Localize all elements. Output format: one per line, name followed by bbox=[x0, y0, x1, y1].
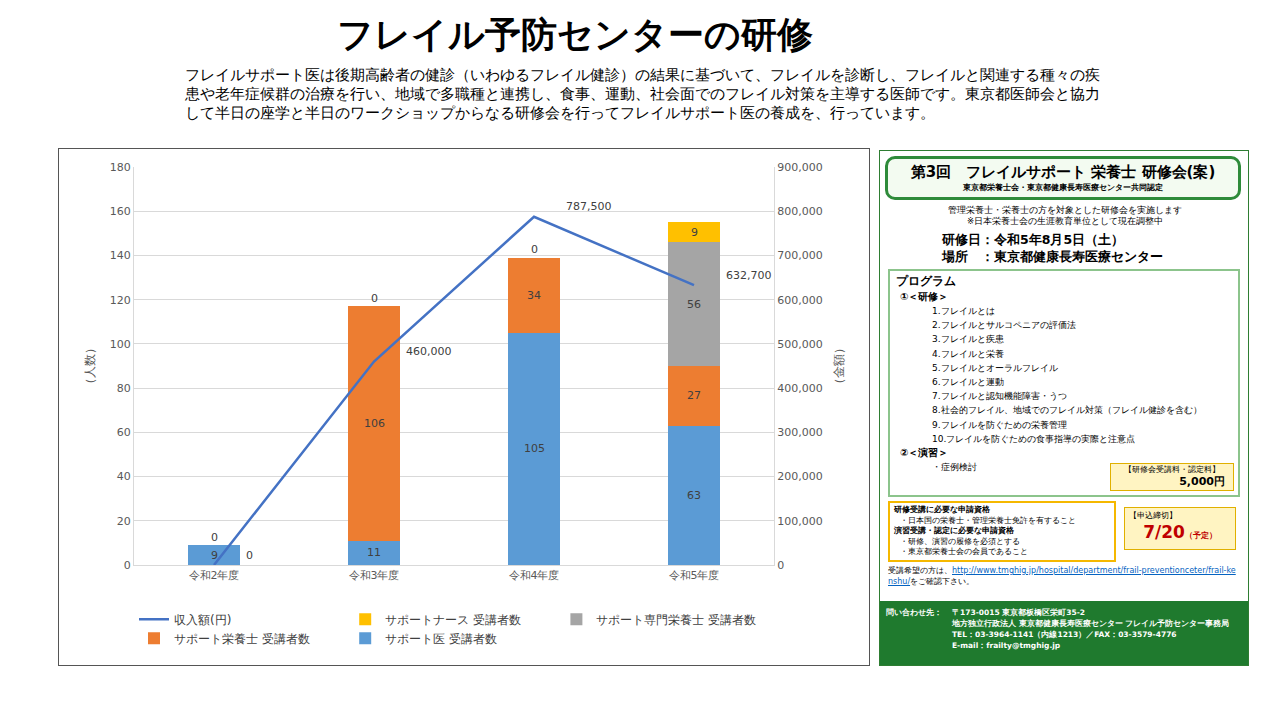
svg-text:600,000: 600,000 bbox=[777, 294, 823, 307]
svg-text:400,000: 400,000 bbox=[777, 382, 823, 395]
svg-text:令和2年度: 令和2年度 bbox=[189, 569, 240, 582]
svg-text:105: 105 bbox=[524, 442, 545, 455]
html-text:問い合わせ先：: 問い合わせ先： bbox=[886, 608, 942, 617]
svg-text:700,000: 700,000 bbox=[777, 249, 823, 262]
html-text:1.フレイルとは: 1.フレイルとは bbox=[932, 306, 995, 316]
svg-text:60: 60 bbox=[117, 426, 131, 439]
html-text:フレイル予防センターの研修: フレイル予防センターの研修 bbox=[337, 14, 813, 55]
svg-text:サポート栄養士 受講者数: サポート栄養士 受講者数 bbox=[174, 632, 310, 646]
svg-text:サポートナース 受講者数: サポートナース 受講者数 bbox=[385, 613, 521, 627]
svg-text:100: 100 bbox=[110, 338, 131, 351]
html-text:②＜演習＞: ②＜演習＞ bbox=[900, 447, 949, 458]
svg-text:（金額）: （金額） bbox=[832, 342, 846, 390]
html-text:7.フレイルと認知機能障害・うつ: 7.フレイルと認知機能障害・うつ bbox=[932, 391, 1067, 402]
html-text:E-mail：frailty@tmghig.jp: E-mail：frailty@tmghig.jp bbox=[952, 641, 1061, 650]
html-text:演習受講・認定に必要な申請資格: 演習受講・認定に必要な申請資格 bbox=[894, 526, 1014, 535]
html-text:※日本栄養士会の生涯教育単位として現在調整中: ※日本栄養士会の生涯教育単位として現在調整中 bbox=[966, 216, 1164, 226]
svg-text:140: 140 bbox=[110, 249, 131, 262]
svg-text:632,700: 632,700 bbox=[726, 269, 772, 282]
html-text:プログラム: プログラム bbox=[896, 274, 956, 288]
svg-text:180: 180 bbox=[110, 161, 131, 174]
html-text:【申込締切】: 【申込締切】 bbox=[1129, 511, 1177, 520]
svg-text:63: 63 bbox=[687, 489, 701, 502]
html-text:研修受講に必要な申請資格: 研修受講に必要な申請資格 bbox=[894, 505, 990, 514]
svg-text:787,500: 787,500 bbox=[566, 200, 612, 213]
html-text:研修日：令和5年8月5日（土）: 研修日：令和5年8月5日（土） bbox=[942, 232, 1125, 247]
svg-text:（人数）: （人数） bbox=[83, 342, 97, 390]
html-text:【研修会受講料・認定料】: 【研修会受講料・認定料】 bbox=[1124, 465, 1220, 474]
svg-text:106: 106 bbox=[364, 417, 385, 430]
svg-text:460,000: 460,000 bbox=[406, 345, 452, 358]
svg-text:80: 80 bbox=[117, 382, 131, 395]
svg-text:9: 9 bbox=[211, 549, 218, 562]
html-text:（予定）: （予定） bbox=[1184, 531, 1217, 540]
html-text:第3回 フレイルサポート 栄養士 研修会(案): 第3回 フレイルサポート 栄養士 研修会(案) bbox=[910, 163, 1216, 181]
html-text:受講希望の方は、http://www.tmghig.jp/h: 受講希望の方は、http://www.tmghig.jp/hospital/de… bbox=[888, 566, 1236, 586]
html-text:フレイルサポート医は後期高齢者の健診（いわゆるフレイル健診）: フレイルサポート医は後期高齢者の健診（いわゆるフレイル健診）の結果に基づいて、フ… bbox=[185, 66, 1100, 122]
html-text:場所 ：東京都健康長寿医療センター: 場所 ：東京都健康長寿医療センター bbox=[942, 249, 1163, 264]
svg-text:0: 0 bbox=[777, 559, 784, 572]
svg-text:34: 34 bbox=[527, 289, 541, 302]
html-text:・日本国の栄養士・管理栄養士免許を有すること: ・日本国の栄養士・管理栄養士免許を有すること bbox=[900, 515, 1076, 525]
svg-text:令和4年度: 令和4年度 bbox=[509, 569, 560, 582]
html-text:10.フレイルを防ぐための食事指導の実際と注意点: 10.フレイルを防ぐための食事指導の実際と注意点 bbox=[932, 433, 1136, 444]
html-text:5,000円: 5,000円 bbox=[1179, 475, 1225, 488]
svg-text:56: 56 bbox=[687, 298, 701, 311]
svg-text:160: 160 bbox=[110, 205, 131, 218]
html-text:3.フレイルと疾患: 3.フレイルと疾患 bbox=[932, 334, 1004, 345]
svg-text:0: 0 bbox=[211, 531, 218, 544]
html-text:東京都栄養士会・東京都健康長寿医療センター共同認定: 東京都栄養士会・東京都健康長寿医療センター共同認定 bbox=[963, 183, 1163, 192]
html-text:4.フレイルと栄養: 4.フレイルと栄養 bbox=[932, 348, 1004, 359]
svg-text:900,000: 900,000 bbox=[777, 161, 823, 174]
html-text:・研修、演習の履修を必須とする: ・研修、演習の履修を必須とする bbox=[900, 536, 1020, 546]
svg-text:9: 9 bbox=[691, 226, 698, 239]
svg-text:200,000: 200,000 bbox=[777, 470, 823, 483]
svg-text:11: 11 bbox=[367, 546, 381, 559]
svg-text:300,000: 300,000 bbox=[777, 426, 823, 439]
html-text:9.フレイルを防ぐための栄養管理: 9.フレイルを防ぐための栄養管理 bbox=[932, 419, 1067, 430]
svg-text:40: 40 bbox=[117, 470, 131, 483]
svg-text:0: 0 bbox=[531, 243, 538, 256]
svg-text:27: 27 bbox=[687, 389, 701, 402]
svg-text:令和5年度: 令和5年度 bbox=[669, 569, 720, 582]
html-text:6.フレイルと運動: 6.フレイルと運動 bbox=[932, 377, 1004, 387]
html-text:2.フレイルとサルコペニアの評価法: 2.フレイルとサルコペニアの評価法 bbox=[932, 320, 1076, 331]
svg-text:500,000: 500,000 bbox=[777, 338, 823, 351]
svg-text:0: 0 bbox=[246, 549, 253, 562]
html-text:8.社会的フレイル、地域でのフレイル対策（フレイル健診を含む: 8.社会的フレイル、地域でのフレイル対策（フレイル健診を含む） bbox=[932, 405, 1202, 416]
html-text:管理栄養士・栄養士の方を対象とした研修会を実施します: 管理栄養士・栄養士の方を対象とした研修会を実施します bbox=[948, 205, 1182, 215]
svg-text:サポート医 受講者数: サポート医 受講者数 bbox=[385, 632, 497, 646]
svg-text:0: 0 bbox=[371, 292, 378, 305]
svg-text:800,000: 800,000 bbox=[777, 205, 823, 218]
html-text:7/20: 7/20 bbox=[1143, 522, 1185, 542]
svg-text:収入額(円): 収入額(円) bbox=[174, 613, 231, 627]
html-text:地方独立行政法人 東京都健康長寿医療センター フレイル予防セ: 地方独立行政法人 東京都健康長寿医療センター フレイル予防センター事務局 bbox=[952, 619, 1230, 628]
html-text:・東京都栄養士会の会員であること: ・東京都栄養士会の会員であること bbox=[900, 547, 1028, 556]
svg-text:0: 0 bbox=[124, 559, 131, 572]
svg-text:100,000: 100,000 bbox=[777, 515, 823, 528]
html-text:TEL：03-3964-1141（内線1213）／FAX：0: TEL：03-3964-1141（内線1213）／FAX：03-3579-477… bbox=[952, 630, 1177, 639]
html-text:〒173-0015 東京都板橋区栄町35-2: 〒173-0015 東京都板橋区栄町35-2 bbox=[952, 608, 1085, 617]
html-text:5.フレイルとオーラルフレイル: 5.フレイルとオーラルフレイル bbox=[932, 362, 1058, 373]
svg-text:令和3年度: 令和3年度 bbox=[349, 569, 400, 582]
html-text:①＜研修＞: ①＜研修＞ bbox=[900, 291, 949, 302]
svg-text:20: 20 bbox=[117, 515, 131, 528]
html-text:・症例検討: ・症例検討 bbox=[932, 462, 977, 472]
svg-text:120: 120 bbox=[110, 294, 131, 307]
svg-text:サポート専門栄養士 受講者数: サポート専門栄養士 受講者数 bbox=[596, 613, 756, 627]
